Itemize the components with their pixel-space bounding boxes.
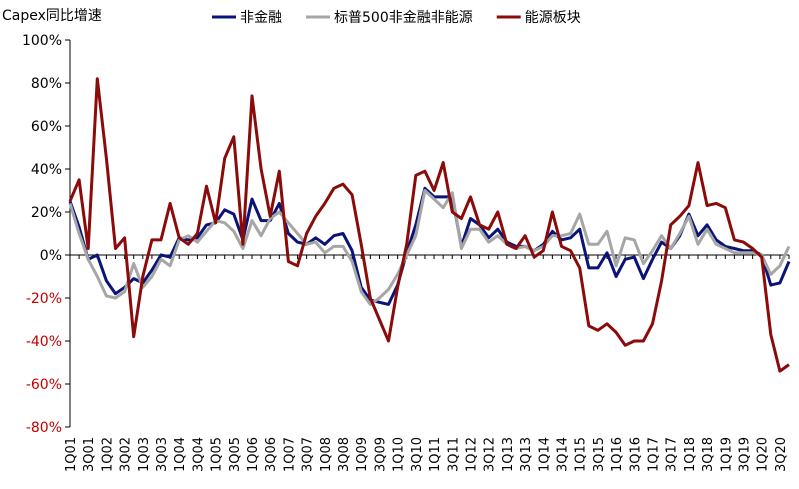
x-tick-label: 3Q11 <box>446 437 461 472</box>
x-tick-label: 1Q04 <box>173 437 188 472</box>
y-tick-label: 20% <box>31 205 62 221</box>
x-tick-label: 3Q16 <box>628 437 643 472</box>
x-tick-label: 1Q07 <box>282 437 297 472</box>
x-tick-label: 1Q06 <box>246 437 261 472</box>
x-tick-label: 3Q13 <box>519 437 534 472</box>
x-tick-label: 1Q10 <box>392 437 407 472</box>
x-tick-label: 3Q12 <box>483 437 498 472</box>
y-tick-label: 40% <box>31 162 62 178</box>
x-tick-label: 1Q03 <box>137 437 152 472</box>
x-tick-label: 3Q08 <box>337 437 352 472</box>
x-tick-label: 3Q17 <box>665 437 680 472</box>
x-tick-label: 1Q02 <box>100 437 115 472</box>
x-tick-label: 1Q15 <box>574 437 589 472</box>
x-tick-label: 1Q16 <box>610 437 625 472</box>
x-tick-label: 1Q14 <box>537 437 552 472</box>
x-tick-label: 1Q20 <box>756 437 771 472</box>
legend-label: 非金融 <box>240 10 282 26</box>
y-tick-label: 80% <box>31 76 62 92</box>
x-tick-label: 1Q11 <box>428 437 443 472</box>
x-tick-label: 1Q12 <box>464 437 479 472</box>
y-tick-label: 60% <box>31 119 62 135</box>
x-tick-label: 1Q08 <box>319 437 334 472</box>
x-tick-label: 3Q01 <box>82 437 97 472</box>
x-tick-label: 3Q03 <box>155 437 170 472</box>
series-line <box>68 189 791 306</box>
x-tick-label: 1Q09 <box>355 437 370 472</box>
x-tick-label: 3Q10 <box>410 437 425 472</box>
x-tick-label: 1Q13 <box>501 437 516 472</box>
x-tick-label: 3Q20 <box>774 437 789 472</box>
legend-label: 能源板块 <box>525 10 581 26</box>
x-tick-label: 1Q01 <box>64 437 79 472</box>
x-tick-label: 3Q14 <box>555 437 570 472</box>
y-tick-label: 100% <box>22 33 62 49</box>
chart-title: Capex同比增速 <box>2 8 102 24</box>
y-tick-label: 0% <box>40 248 62 264</box>
x-tick-label: 3Q05 <box>228 437 243 472</box>
x-tick-label: 1Q17 <box>646 437 661 472</box>
x-tick-label: 3Q18 <box>701 437 716 472</box>
x-tick-label: 3Q07 <box>301 437 316 472</box>
x-tick-label: 3Q19 <box>737 437 752 472</box>
x-tick-label: 3Q09 <box>373 437 388 472</box>
x-tick-label: 3Q02 <box>119 437 134 472</box>
y-tick-label: -40% <box>26 334 62 350</box>
legend-label: 标普500非金融非能源 <box>334 10 473 26</box>
x-tick-label: 1Q05 <box>210 437 225 472</box>
y-tick-label: -60% <box>26 377 62 393</box>
x-tick-label: 1Q18 <box>683 437 698 472</box>
y-tick-label: -80% <box>26 420 62 436</box>
x-tick-label: 3Q04 <box>191 437 206 472</box>
x-tick-label: 1Q19 <box>719 437 734 472</box>
y-tick-label: -20% <box>26 291 62 307</box>
series-line <box>68 77 790 373</box>
x-tick-label: 3Q06 <box>264 437 279 472</box>
x-tick-label: 3Q15 <box>592 437 607 472</box>
